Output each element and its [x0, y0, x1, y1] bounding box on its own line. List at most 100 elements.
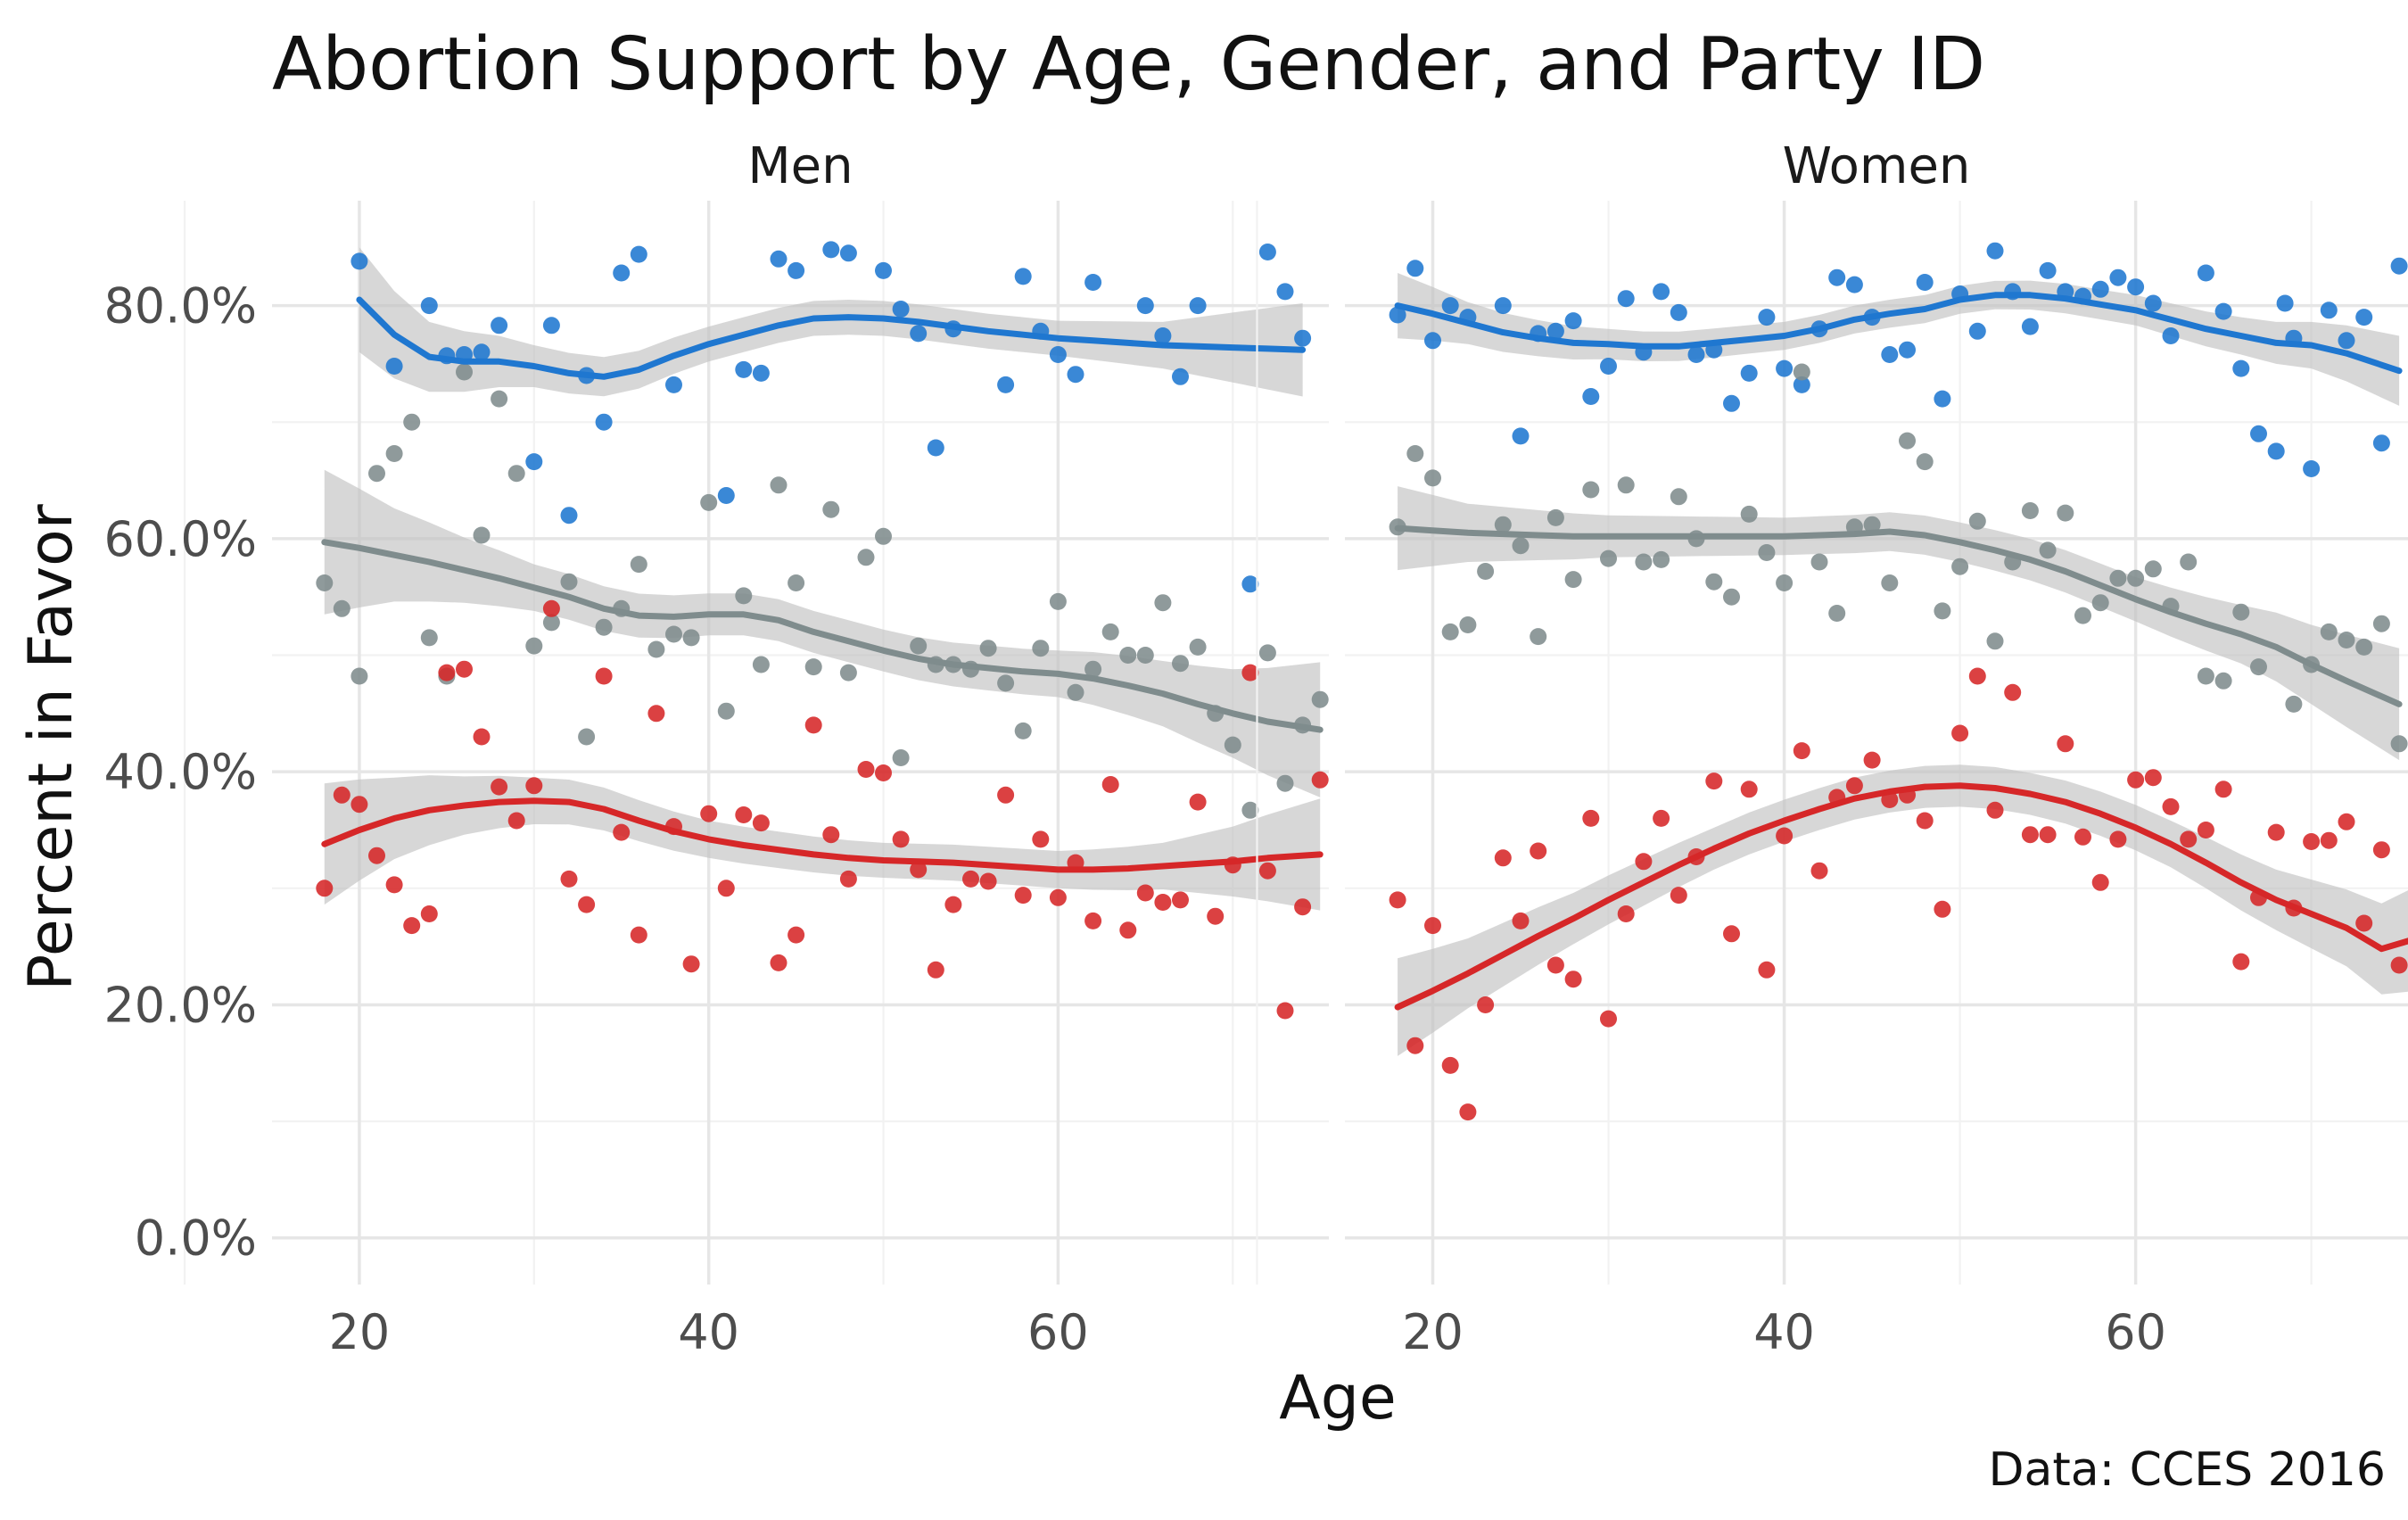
data-point-rep	[1564, 971, 1582, 988]
data-point-ind	[997, 674, 1015, 692]
data-point-rep	[979, 872, 997, 890]
data-point-dem	[630, 245, 647, 263]
confidence-band-ind	[1398, 486, 2400, 761]
data-point-dem	[1258, 244, 1276, 260]
data-point-ind	[1136, 647, 1154, 664]
data-point-dem	[1189, 297, 1207, 315]
data-point-ind	[1934, 602, 1951, 620]
data-point-dem	[385, 358, 403, 375]
data-point-rep	[1916, 812, 1934, 830]
data-point-rep	[2232, 953, 2250, 971]
data-point-rep	[1600, 1010, 1617, 1028]
data-point-ind	[1968, 512, 1986, 530]
data-point-ind	[717, 702, 735, 720]
data-point-dem	[2276, 294, 2294, 312]
data-point-dem	[2039, 261, 2057, 279]
data-point-dem	[2214, 302, 2232, 320]
data-point-rep	[525, 777, 543, 795]
data-point-ind	[1311, 690, 1329, 708]
data-point-ind	[839, 664, 857, 682]
data-point-rep	[1968, 667, 1986, 685]
data-point-dem	[1546, 322, 1564, 340]
data-point-rep	[1441, 1056, 1459, 1074]
data-point-dem	[1241, 575, 1259, 593]
trend-line-rep	[321, 797, 1324, 873]
x-axis-title: Age	[1279, 1363, 1397, 1433]
data-point-dem	[927, 439, 944, 457]
data-point-rep	[1294, 898, 1312, 916]
trend-line-rep	[1394, 782, 2408, 1011]
data-point-rep	[1986, 801, 2004, 819]
data-point-dem	[2144, 294, 2162, 312]
data-point-dem	[1617, 290, 1635, 308]
data-point-rep	[350, 796, 368, 814]
data-point-ind	[1424, 469, 1441, 487]
data-point-ind	[491, 390, 508, 408]
data-point-ind	[1441, 623, 1459, 640]
confidence-band-dem	[359, 247, 1303, 397]
y-tick-label: 0.0%	[135, 1210, 257, 1267]
data-point-dem	[1014, 268, 1032, 285]
data-point-dem	[1136, 297, 1154, 315]
data-point-rep	[839, 870, 857, 888]
x-tick-label: 20	[329, 1304, 391, 1360]
data-point-rep	[1172, 891, 1189, 909]
data-point-dem	[2162, 327, 2180, 344]
data-point-ind	[979, 640, 997, 657]
confidence-band-rep	[1398, 764, 2408, 1056]
data-point-ind	[1241, 801, 1259, 819]
data-point-rep	[2320, 831, 2338, 849]
data-point-rep	[735, 806, 753, 823]
data-point-rep	[1793, 742, 1810, 760]
data-point-rep	[1617, 905, 1635, 922]
data-point-dem	[1154, 327, 1172, 344]
data-point-rep	[944, 896, 962, 913]
data-point-ind	[875, 527, 892, 545]
data-point-dem	[1758, 309, 1776, 326]
data-point-ind	[560, 573, 578, 591]
data-point-rep	[456, 660, 473, 678]
data-point-dem	[788, 261, 805, 279]
x-tick-label: 20	[1402, 1304, 1464, 1360]
data-point-ind	[385, 445, 403, 462]
data-point-ind	[1276, 774, 1294, 792]
data-point-rep	[2355, 914, 2373, 932]
data-point-ind	[456, 363, 473, 381]
data-point-rep	[2390, 956, 2408, 974]
data-point-ind	[1512, 537, 1530, 555]
data-point-ind	[1776, 574, 1794, 591]
data-point-rep	[2057, 735, 2074, 753]
data-point-rep	[770, 954, 788, 971]
data-point-ind	[350, 667, 368, 685]
data-point-ind	[2057, 504, 2074, 522]
data-point-ind	[1986, 632, 2004, 650]
data-point-rep	[1389, 891, 1406, 909]
data-point-rep	[578, 896, 596, 913]
data-point-ind	[1828, 605, 1846, 622]
data-point-dem	[1406, 260, 1424, 277]
data-point-ind	[2021, 502, 2039, 519]
data-point-rep	[1136, 884, 1154, 902]
data-point-rep	[700, 805, 718, 822]
data-point-rep	[2127, 771, 2145, 789]
data-point-rep	[1951, 724, 1969, 742]
data-point-rep	[2109, 830, 2127, 848]
data-point-ind	[1459, 616, 1477, 633]
data-point-dem	[892, 301, 910, 318]
x-tick-label: 40	[1753, 1304, 1815, 1360]
data-point-ind	[1119, 647, 1137, 664]
data-point-rep	[1845, 777, 1863, 795]
data-point-ind	[1617, 476, 1635, 494]
data-point-ind	[2390, 735, 2408, 753]
data-point-rep	[647, 705, 665, 723]
data-point-ind	[1653, 550, 1670, 568]
data-point-dem	[2127, 278, 2145, 296]
data-point-rep	[613, 823, 631, 841]
data-point-dem	[2338, 332, 2355, 350]
data-point-ind	[1635, 553, 1653, 571]
data-point-ind	[2214, 672, 2232, 690]
data-point-rep	[1084, 912, 1102, 929]
data-point-dem	[560, 507, 578, 525]
